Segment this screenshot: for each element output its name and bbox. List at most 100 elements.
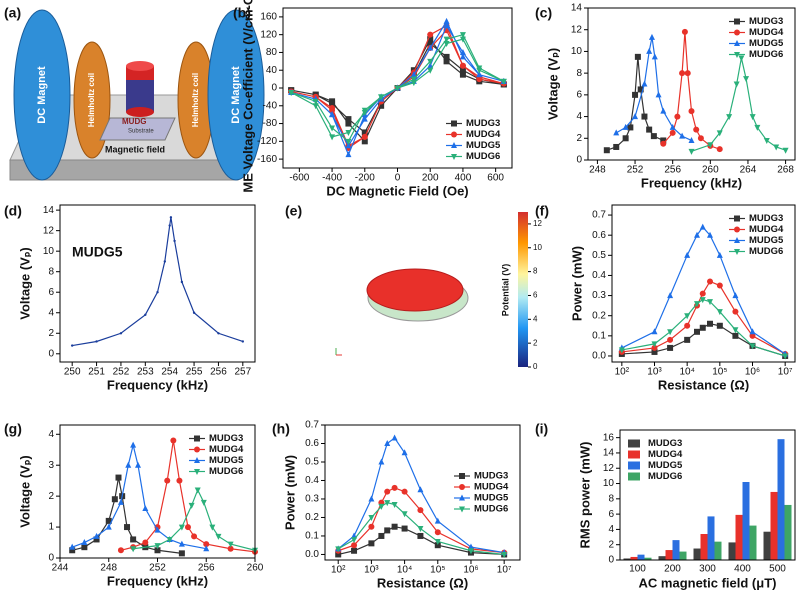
legend-label: MUDG4 <box>749 224 784 235</box>
y-tick-label: 40 <box>266 65 278 76</box>
data-marker <box>194 487 201 494</box>
y-tick-label: 0 <box>271 83 277 94</box>
y-tick-label: 0.0 <box>592 351 606 362</box>
x-tick-label: 10² <box>615 367 630 378</box>
data-marker <box>651 341 658 348</box>
data-marker <box>200 499 207 506</box>
y-tick-label: 12 <box>603 463 615 474</box>
y-tick-label: 0 <box>48 348 54 359</box>
y-tick-label: 160 <box>260 12 277 23</box>
legend-swatch <box>628 472 640 481</box>
y-tick-label: 0.4 <box>305 475 319 486</box>
data-marker <box>694 301 701 308</box>
x-axis-label: DC Magnetic Field (Oe) <box>326 183 468 198</box>
data-marker <box>501 551 508 558</box>
data-marker <box>417 526 424 533</box>
x-tick-label: 10³ <box>647 367 662 378</box>
annotation: MUDG5 <box>72 244 123 260</box>
x-axis-label: Resistance (Ω) <box>658 377 749 392</box>
data-marker <box>443 22 450 29</box>
bar <box>742 482 750 560</box>
x-tick-label: 10² <box>331 565 346 576</box>
data-marker <box>706 278 713 285</box>
legend-marker <box>194 457 200 463</box>
y-tick-label: 0.3 <box>305 494 319 505</box>
data-marker <box>191 533 198 540</box>
legend-swatch <box>628 439 640 448</box>
data-marker <box>378 503 385 510</box>
legend-swatch <box>628 450 640 459</box>
data-marker <box>361 138 368 145</box>
legend-label: MUDG5 <box>474 493 509 504</box>
coil-label: Helmholtz coil <box>191 73 200 127</box>
legend-marker <box>451 142 457 148</box>
data-marker <box>651 328 658 335</box>
data-marker <box>361 109 368 116</box>
data-marker <box>70 344 74 347</box>
data-marker <box>394 85 401 92</box>
data-marker <box>763 137 770 144</box>
data-marker <box>679 132 686 139</box>
data-marker <box>361 115 368 122</box>
data-marker <box>417 486 424 493</box>
x-axis-label: Frequency (kHz) <box>107 573 208 588</box>
data-marker <box>699 297 706 304</box>
substrate <box>99 117 176 141</box>
y-tick-label: 2 <box>48 491 54 502</box>
data-marker <box>674 113 681 120</box>
x-tick-label: -400 <box>322 173 342 184</box>
y-tick-label: 2 <box>48 328 54 339</box>
x-tick-label: 10⁴ <box>679 367 694 378</box>
legend-marker <box>459 473 465 479</box>
legend-label: MUDG6 <box>749 49 783 60</box>
x-axis-label: Frequency (kHz) <box>641 175 742 190</box>
data-marker <box>613 129 620 136</box>
data-marker <box>401 488 408 495</box>
y-tick-label: 0 <box>576 155 582 166</box>
dc-magnet-left <box>13 9 71 181</box>
data-marker <box>754 124 761 131</box>
y-axis-label: Voltage (Vₚ) <box>17 247 32 320</box>
bar <box>749 525 757 560</box>
data-marker <box>697 135 704 142</box>
bar <box>693 548 701 560</box>
legend-label: MUDG3 <box>209 433 243 444</box>
y-tick-label: 0.2 <box>592 310 606 321</box>
bar <box>728 542 736 560</box>
colorbar-tick-label: 6 <box>533 291 538 300</box>
data-marker <box>105 517 112 524</box>
data-marker <box>203 545 210 552</box>
data-marker <box>716 146 723 153</box>
data-marker <box>699 324 706 331</box>
y-axis-label: Power (mW) <box>569 246 584 321</box>
coil-label: Helmholtz coil <box>87 73 96 127</box>
x-tick-label: 500 <box>769 564 786 575</box>
legend-label: MUDG5 <box>466 140 501 151</box>
data-marker <box>684 322 691 329</box>
data-marker <box>706 231 713 238</box>
data-marker <box>733 81 740 88</box>
y-tick-label: 0 <box>608 555 614 566</box>
data-marker <box>351 547 358 554</box>
x-tick-label: 100 <box>629 564 646 575</box>
data-marker <box>637 86 644 93</box>
data-marker <box>706 299 713 306</box>
plot-frame <box>59 424 256 559</box>
data-marker <box>716 130 723 137</box>
data-marker <box>773 144 780 151</box>
bar <box>763 531 771 560</box>
y-tick-label: 0.2 <box>305 512 319 523</box>
data-marker <box>641 113 648 120</box>
data-marker <box>351 542 358 549</box>
data-marker <box>688 136 695 143</box>
legend-marker <box>451 131 457 138</box>
data-marker <box>117 498 124 505</box>
data-marker <box>69 543 76 550</box>
data-marker <box>459 53 466 60</box>
data-marker <box>154 526 161 533</box>
legend-label: MUDG6 <box>474 504 508 515</box>
data-marker <box>667 329 674 336</box>
data-marker <box>782 353 789 360</box>
y-tick-label: 3 <box>48 460 54 471</box>
